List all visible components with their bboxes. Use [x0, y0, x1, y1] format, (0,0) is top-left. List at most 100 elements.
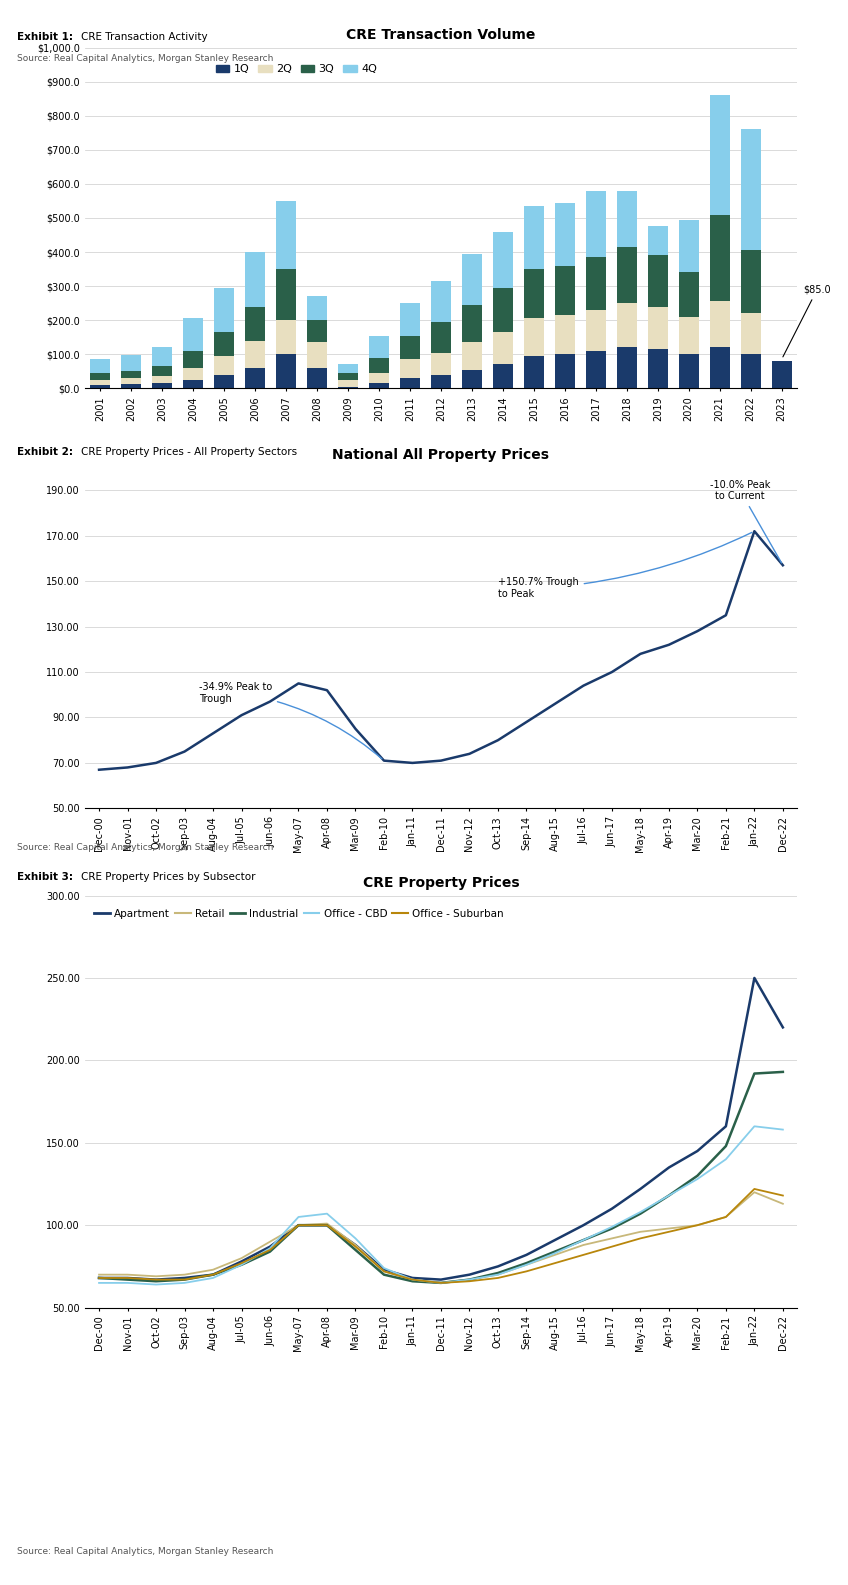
Bar: [338, 380, 358, 387]
Bar: [772, 361, 792, 388]
Bar: [524, 269, 544, 319]
Bar: [648, 227, 668, 255]
Bar: [678, 317, 699, 353]
Text: Exhibit 2:: Exhibit 2:: [17, 447, 73, 456]
Bar: [555, 266, 575, 315]
Bar: [152, 384, 172, 388]
Bar: [493, 365, 513, 388]
Bar: [616, 347, 637, 388]
Bar: [710, 95, 730, 214]
Bar: [276, 201, 296, 269]
Text: Source: Real Capital Analytics, Morgan Stanley Research: Source: Real Capital Analytics, Morgan S…: [17, 54, 273, 63]
Bar: [121, 379, 142, 384]
Bar: [524, 357, 544, 388]
Bar: [678, 273, 699, 317]
Bar: [307, 342, 327, 368]
Bar: [462, 342, 482, 369]
Bar: [276, 320, 296, 353]
Bar: [678, 220, 699, 273]
Legend: 1Q, 2Q, 3Q, 4Q: 1Q, 2Q, 3Q, 4Q: [211, 60, 382, 79]
Text: Source: Real Capital Analytics, Morgan Stanley Research: Source: Real Capital Analytics, Morgan S…: [17, 1547, 273, 1556]
Bar: [183, 368, 204, 380]
Bar: [616, 190, 637, 247]
Bar: [214, 333, 234, 357]
Bar: [555, 353, 575, 388]
Title: CRE Property Prices: CRE Property Prices: [363, 877, 519, 891]
Bar: [648, 255, 668, 306]
Text: CRE Transaction Activity: CRE Transaction Activity: [81, 32, 207, 41]
Bar: [462, 369, 482, 388]
Bar: [493, 288, 513, 333]
Bar: [307, 296, 327, 320]
Bar: [338, 365, 358, 372]
Bar: [462, 304, 482, 342]
Text: $85.0: $85.0: [783, 284, 831, 357]
Bar: [245, 306, 265, 341]
Title: CRE Transaction Volume: CRE Transaction Volume: [346, 29, 536, 43]
Bar: [462, 254, 482, 304]
Bar: [214, 374, 234, 388]
Text: Exhibit 1:: Exhibit 1:: [17, 32, 73, 41]
Bar: [338, 387, 358, 388]
Bar: [524, 206, 544, 269]
Bar: [555, 315, 575, 353]
Text: -34.9% Peak to
Trough: -34.9% Peak to Trough: [198, 682, 382, 759]
Bar: [586, 311, 605, 350]
Bar: [369, 336, 389, 358]
Bar: [678, 353, 699, 388]
Bar: [524, 319, 544, 357]
Bar: [400, 360, 420, 379]
Bar: [400, 336, 420, 360]
Bar: [431, 352, 451, 374]
Bar: [740, 250, 761, 314]
Bar: [431, 281, 451, 322]
Bar: [710, 214, 730, 301]
Bar: [183, 380, 204, 388]
Bar: [307, 368, 327, 388]
Bar: [121, 355, 142, 371]
Bar: [369, 372, 389, 384]
Bar: [400, 303, 420, 336]
Bar: [307, 320, 327, 342]
Bar: [152, 376, 172, 384]
Bar: [121, 371, 142, 379]
Bar: [369, 358, 389, 372]
Bar: [90, 372, 110, 380]
Bar: [369, 384, 389, 388]
Bar: [586, 350, 605, 388]
Bar: [276, 353, 296, 388]
Bar: [245, 368, 265, 388]
Bar: [90, 360, 110, 372]
Text: Source: Real Capital Analytics, Morgan Stanley Research: Source: Real Capital Analytics, Morgan S…: [17, 843, 273, 853]
Bar: [90, 380, 110, 385]
Bar: [214, 288, 234, 333]
Bar: [710, 347, 730, 388]
Bar: [276, 269, 296, 320]
Bar: [431, 374, 451, 388]
Text: +150.7% Trough
to Peak: +150.7% Trough to Peak: [498, 533, 752, 599]
Bar: [245, 252, 265, 306]
Bar: [648, 306, 668, 349]
Bar: [338, 372, 358, 380]
Bar: [183, 319, 204, 350]
Bar: [740, 130, 761, 250]
Bar: [555, 203, 575, 266]
Bar: [616, 303, 637, 347]
Text: CRE Property Prices - All Property Sectors: CRE Property Prices - All Property Secto…: [81, 447, 297, 456]
Bar: [214, 357, 234, 374]
Bar: [710, 301, 730, 347]
Bar: [183, 350, 204, 368]
Bar: [740, 353, 761, 388]
Bar: [616, 247, 637, 303]
Bar: [586, 257, 605, 311]
Bar: [740, 314, 761, 353]
Bar: [431, 322, 451, 352]
Bar: [90, 385, 110, 388]
Title: National All Property Prices: National All Property Prices: [332, 449, 550, 463]
Bar: [648, 349, 668, 388]
Bar: [121, 384, 142, 388]
Text: CRE Property Prices by Subsector: CRE Property Prices by Subsector: [81, 872, 255, 881]
Bar: [400, 379, 420, 388]
Bar: [493, 333, 513, 365]
Bar: [152, 347, 172, 366]
